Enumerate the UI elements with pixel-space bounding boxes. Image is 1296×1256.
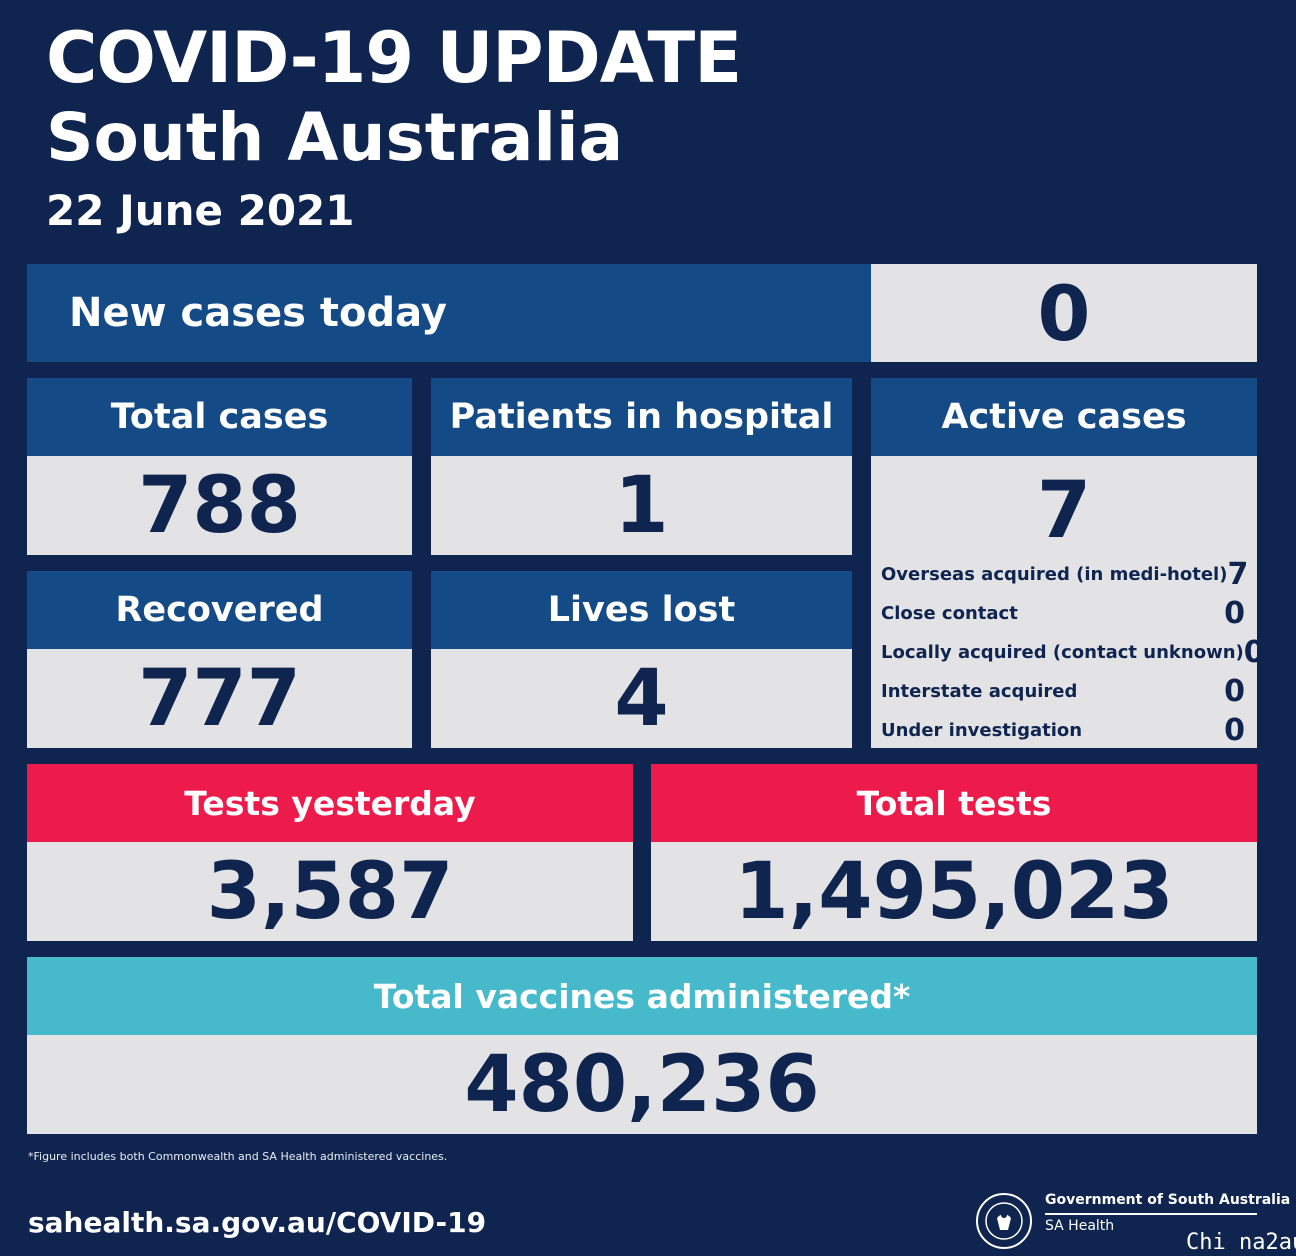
total-tests-value: 1,495,023	[651, 842, 1257, 941]
breakdown-row: Under investigation 0	[871, 712, 1257, 748]
south-australia-seal-icon	[975, 1192, 1033, 1250]
breakdown-label: Overseas acquired (in medi-hotel)	[881, 563, 1228, 585]
lives-lost-label: Lives lost	[431, 571, 852, 649]
vaccine-footnote: *Figure includes both Commonwealth and S…	[28, 1150, 448, 1163]
breakdown-value: 7	[1227, 556, 1249, 592]
website-link[interactable]: sahealth.sa.gov.au/COVID-19	[28, 1206, 487, 1239]
breakdown-label: Interstate acquired	[881, 680, 1078, 702]
new-cases-value: 0	[871, 264, 1257, 362]
breakdown-row: Close contact 0	[871, 595, 1257, 631]
breakdown-value: 0	[1243, 634, 1265, 670]
region-title: South Australia	[46, 99, 624, 176]
government-name: Government of South Australia	[1045, 1192, 1291, 1208]
vaccines-value: 480,236	[27, 1035, 1257, 1134]
hospital-value: 1	[431, 456, 852, 555]
breakdown-row: Locally acquired (contact unknown) 0	[871, 634, 1265, 670]
recovered-label: Recovered	[27, 571, 412, 649]
breakdown-row: Overseas acquired (in medi-hotel) 7	[871, 556, 1257, 592]
tests-yesterday-label: Tests yesterday	[27, 764, 633, 842]
lives-lost-value: 4	[431, 649, 852, 748]
breakdown-value: 0	[1224, 673, 1245, 709]
new-cases-label: New cases today	[27, 264, 871, 362]
total-tests-label: Total tests	[651, 764, 1257, 842]
update-date: 22 June 2021	[46, 186, 355, 235]
breakdown-row: Interstate acquired 0	[871, 673, 1257, 709]
hospital-label: Patients in hospital	[431, 378, 852, 456]
breakdown-label: Close contact	[881, 602, 1018, 624]
total-cases-label: Total cases	[27, 378, 412, 456]
breakdown-label: Under investigation	[881, 719, 1083, 741]
vaccines-label: Total vaccines administered*	[27, 957, 1257, 1035]
watermark: Chi na2au	[1186, 1230, 1296, 1255]
tests-yesterday-value: 3,587	[27, 842, 633, 941]
active-cases-panel: 7	[871, 456, 1257, 748]
active-cases-label: Active cases	[871, 378, 1257, 456]
active-cases-value: 7	[1036, 466, 1092, 556]
active-cases-breakdown: Overseas acquired (in medi-hotel) 7 Clos…	[871, 556, 1265, 748]
divider	[1045, 1213, 1257, 1215]
total-cases-value: 788	[27, 456, 412, 555]
breakdown-label: Locally acquired (contact unknown)	[881, 641, 1244, 663]
page-title: COVID-19 UPDATE	[46, 17, 742, 99]
breakdown-value: 0	[1224, 595, 1245, 631]
department-name: SA Health	[1045, 1218, 1115, 1234]
breakdown-value: 0	[1224, 712, 1245, 748]
recovered-value: 777	[27, 649, 412, 748]
